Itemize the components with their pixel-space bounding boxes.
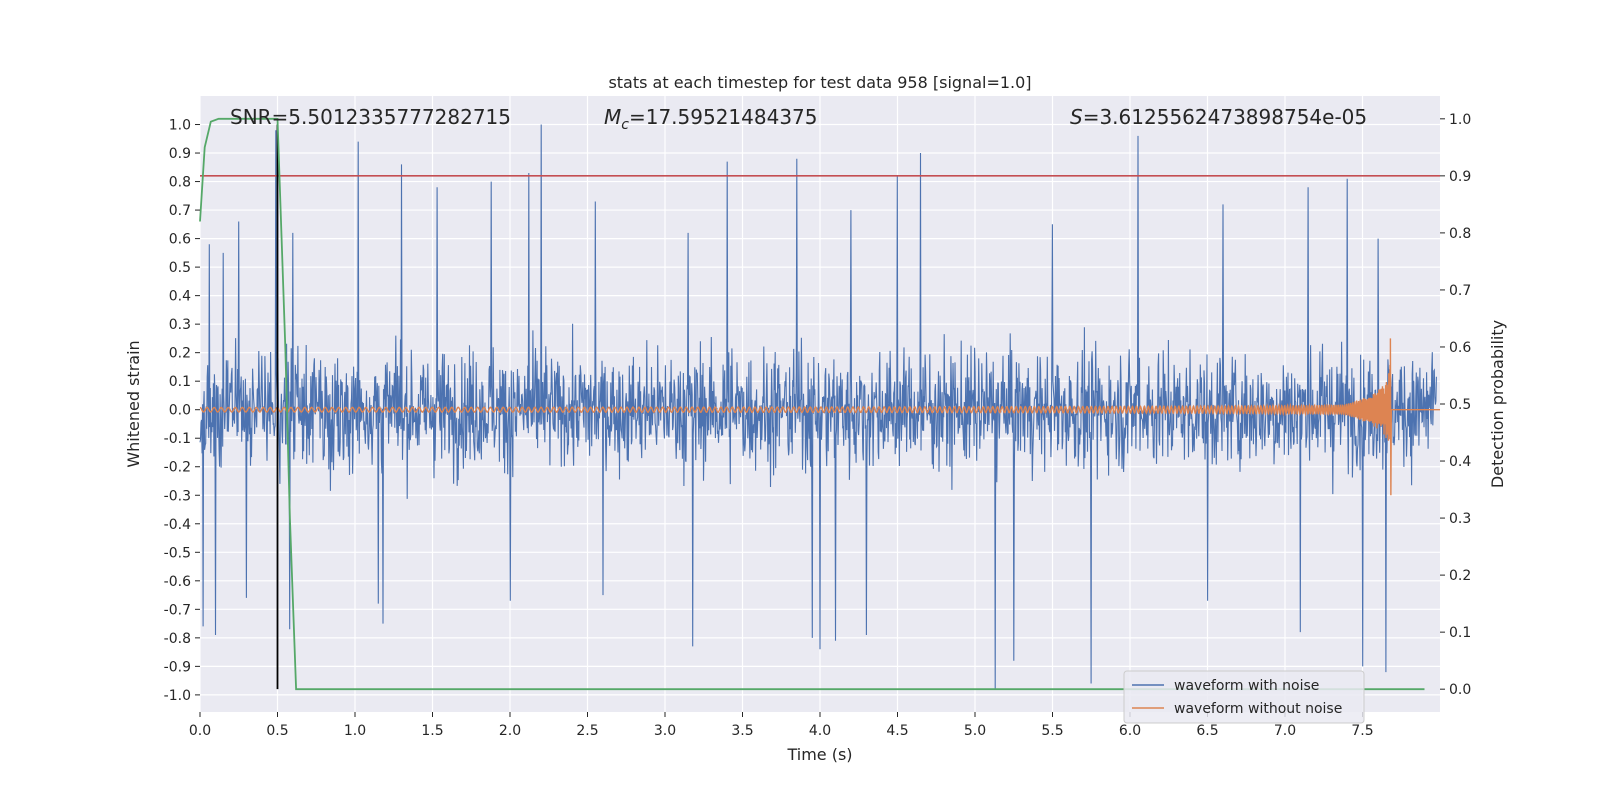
y-tick-label: -0.7 <box>164 602 191 618</box>
x-tick-label: 4.0 <box>809 723 831 739</box>
x-tick-label: 6.0 <box>1119 723 1141 739</box>
y-tick-label: 0.6 <box>169 232 191 248</box>
y-tick-label: -0.5 <box>164 545 191 561</box>
s-value: =3.6125562473898754e-05 <box>1083 105 1367 129</box>
y-tick-label: -0.4 <box>164 517 191 533</box>
y-tick-label: 0.1 <box>169 374 191 390</box>
x-tick-label: 5.0 <box>964 723 986 739</box>
x-tick-label: 2.0 <box>499 723 521 739</box>
y-axis-right: 1.0 0.9 0.8 0.7 0.6 0.5 0.4 0.3 0.2 0.1 0.0 <box>1440 112 1471 698</box>
y-tick-label: -1.0 <box>164 688 191 704</box>
y-tick-label: 0.5 <box>169 260 191 276</box>
y-tick-label: 0.9 <box>169 146 191 162</box>
chirp-mass-value: =17.59521484375 <box>629 105 818 129</box>
detection-probability-line <box>199 117 1425 691</box>
y-tick-label: 0.7 <box>169 203 191 219</box>
y2-tick-label: 0.8 <box>1449 226 1471 242</box>
legend-box <box>1123 670 1365 724</box>
legend: waveform with noise waveform without noi… <box>1123 670 1365 724</box>
y2-tick-label: 0.3 <box>1449 511 1471 527</box>
overlays <box>199 117 1440 691</box>
legend-label-clean: waveform without noise <box>1174 701 1342 717</box>
y2-tick-label: 0.9 <box>1449 169 1471 185</box>
waveform-without-noise <box>199 338 1440 496</box>
x-axis-label: Time (s) <box>786 745 852 764</box>
waveform-with-noise-line <box>199 124 1437 690</box>
x-tick-label: 6.5 <box>1196 723 1218 739</box>
y-tick-label: 1.0 <box>169 118 191 134</box>
y-tick-label: -0.9 <box>164 659 191 675</box>
y2-tick-label: 0.6 <box>1449 340 1471 356</box>
x-tick-label: 7.0 <box>1274 723 1296 739</box>
y2-tick-label: 1.0 <box>1449 112 1471 128</box>
chirp-mass-symbol: M <box>604 105 621 129</box>
y-tick-label: -0.3 <box>164 488 191 504</box>
y-tick-label: -0.2 <box>164 460 191 476</box>
y-tick-label: 0.8 <box>169 175 191 191</box>
chart-title: stats at each timestep for test data 958… <box>608 73 1031 92</box>
y-tick-label: 0.0 <box>169 403 191 419</box>
y2-tick-label: 0.0 <box>1449 682 1471 698</box>
y2-tick-label: 0.1 <box>1449 625 1471 641</box>
chirp-mass-subscript: c <box>621 117 629 133</box>
x-tick-label: 1.5 <box>421 723 443 739</box>
y2-tick-label: 0.4 <box>1449 454 1471 470</box>
waveform-with-noise <box>199 124 1437 690</box>
snr-annotation: SNR=5.5012335777282715 <box>230 105 511 129</box>
x-axis: 0.0 0.5 1.0 1.5 2.0 2.5 3.0 3.5 4.0 4.5 5.0 5.5 6.0 6… <box>189 712 1374 739</box>
x-tick-label: 0.5 <box>266 723 288 739</box>
waveform-without-noise-line <box>199 338 1440 496</box>
legend-label-noise: waveform with noise <box>1174 678 1319 694</box>
y2-tick-label: 0.7 <box>1449 283 1471 299</box>
y2-tick-label: 0.2 <box>1449 568 1471 584</box>
x-tick-label: 7.5 <box>1351 723 1373 739</box>
y-tick-label: 0.4 <box>169 289 191 305</box>
y-tick-label: -0.6 <box>164 574 191 590</box>
x-tick-label: 1.0 <box>344 723 366 739</box>
y-tick-label: -0.1 <box>164 431 191 447</box>
x-tick-label: 3.0 <box>654 723 676 739</box>
x-tick-label: 5.5 <box>1041 723 1063 739</box>
y-tick-label: 0.3 <box>169 317 191 333</box>
y-tick-label: -0.8 <box>164 631 191 647</box>
x-tick-label: 4.5 <box>886 723 908 739</box>
y-axis-left: 1.0 0.9 0.8 0.7 0.6 0.5 0.4 0.3 0.2 0.1 0.0 -0.1 -0.… <box>164 118 200 704</box>
y-axis-label: Whitened strain <box>124 340 143 467</box>
chirp-mass-annotation: Mc=17.59521484375 <box>604 105 818 133</box>
y-tick-label: 0.2 <box>169 346 191 362</box>
x-tick-label: 3.5 <box>731 723 753 739</box>
s-symbol: S <box>1070 105 1083 129</box>
y2-tick-label: 0.5 <box>1449 397 1471 413</box>
y2-axis-label: Detection probability <box>1488 320 1507 488</box>
x-tick-label: 0.0 <box>189 723 211 739</box>
x-tick-label: 2.5 <box>576 723 598 739</box>
s-annotation: S=3.6125562473898754e-05 <box>1070 105 1367 129</box>
